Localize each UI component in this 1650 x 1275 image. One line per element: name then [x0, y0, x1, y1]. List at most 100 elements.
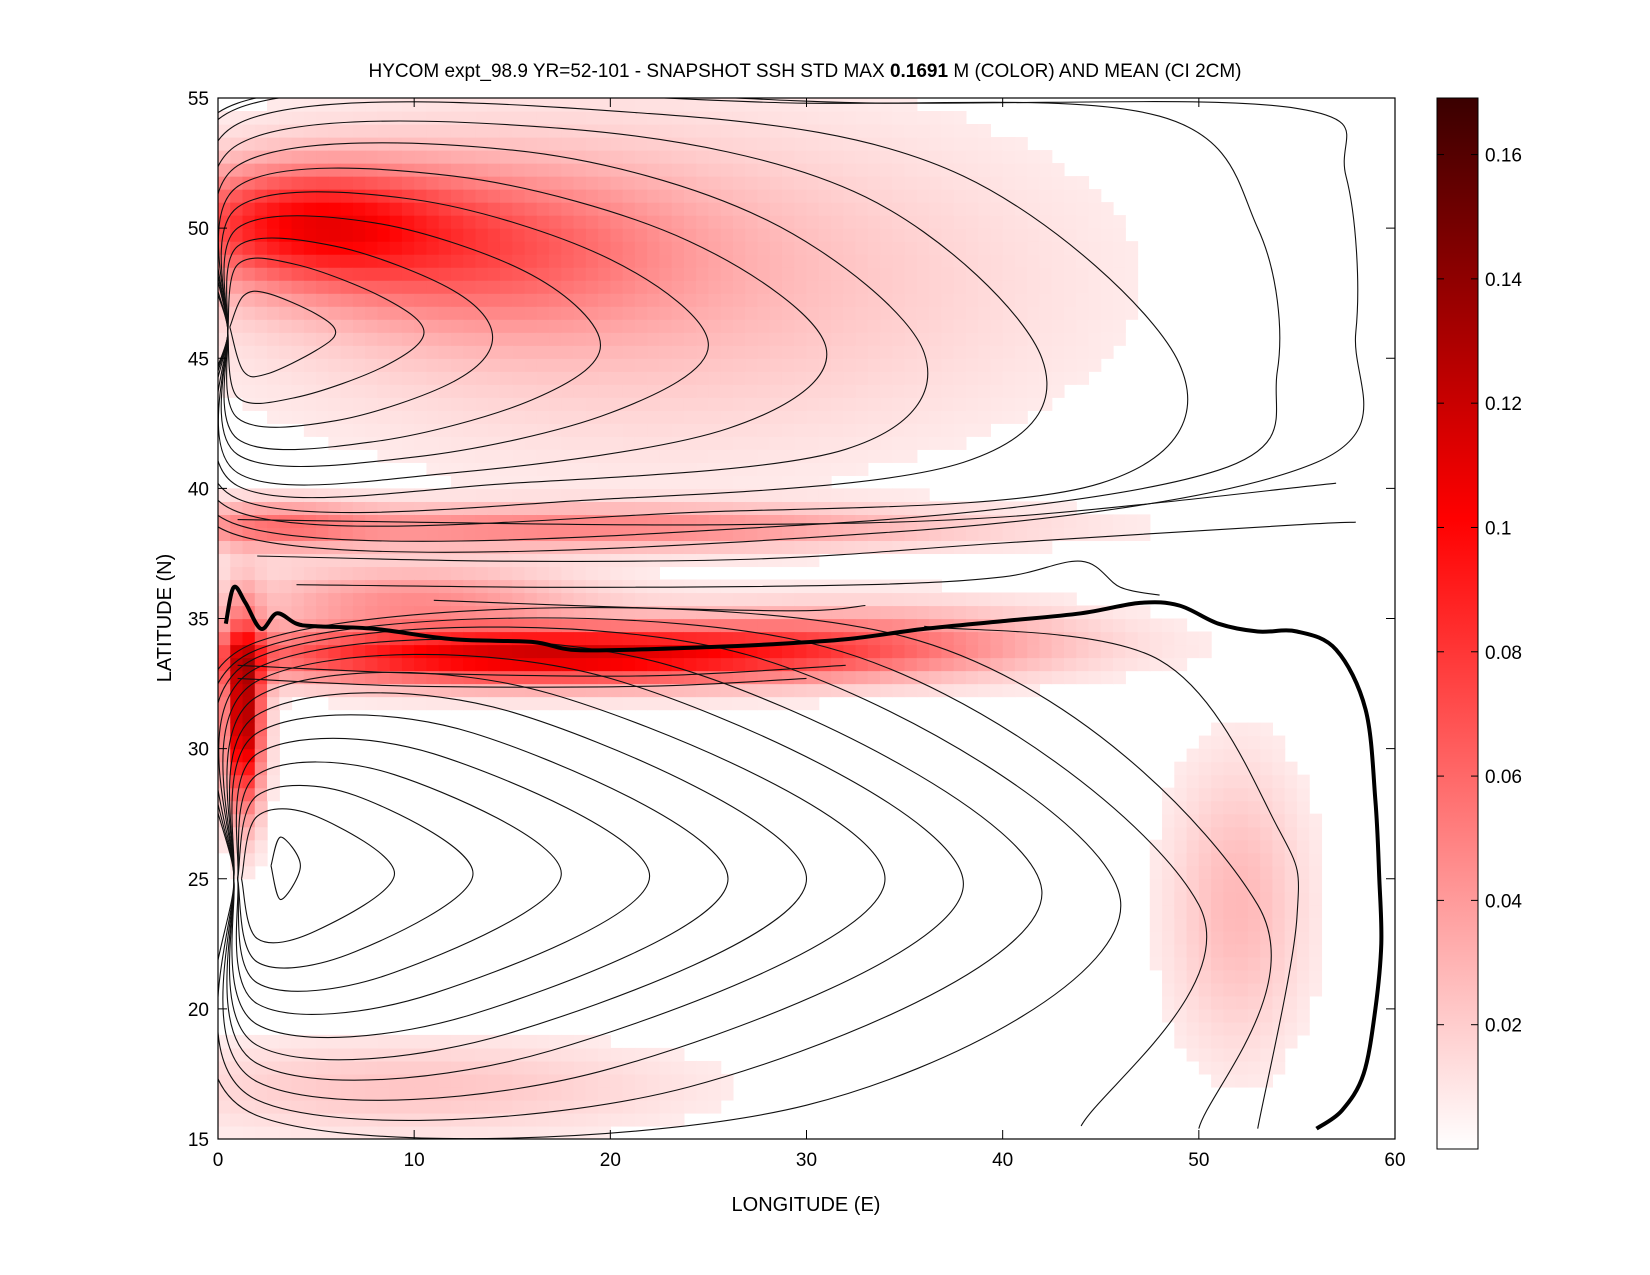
- heat-cell: [267, 1047, 280, 1062]
- heat-cell: [978, 345, 992, 359]
- heat-cell: [254, 722, 268, 737]
- heat-cell: [1247, 930, 1261, 945]
- heat-cell: [585, 488, 599, 502]
- heat-cell: [659, 423, 673, 437]
- heat-cell: [855, 202, 869, 216]
- heat-cell: [1002, 683, 1016, 698]
- heat-cell: [438, 462, 452, 476]
- heat-cell: [279, 202, 293, 216]
- heat-cell: [965, 605, 979, 620]
- heat-cell: [340, 1086, 354, 1101]
- heat-cell: [487, 1073, 501, 1088]
- heat-cell: [1235, 930, 1249, 945]
- heat-cell: [708, 111, 722, 125]
- heat-cell: [622, 1099, 636, 1114]
- heat-cell: [757, 189, 771, 203]
- heat-cell: [279, 410, 293, 424]
- heat-cell: [671, 384, 685, 398]
- heat-cell: [659, 202, 673, 216]
- heat-cell: [880, 163, 893, 177]
- heat-cell: [573, 280, 587, 294]
- heat-cell: [1211, 1060, 1224, 1075]
- heat-cell: [1211, 800, 1224, 815]
- heat-cell: [1296, 787, 1310, 802]
- heat-cell: [904, 267, 918, 281]
- heat-cell: [524, 111, 538, 125]
- heat-cell: [1272, 839, 1286, 854]
- contour-line-trop-c8: [226, 671, 886, 1081]
- heat-cell: [610, 1086, 624, 1101]
- heat-cell: [929, 345, 942, 359]
- heat-cell: [401, 1086, 415, 1101]
- heat-cell: [1063, 215, 1077, 229]
- heat-cell: [769, 501, 783, 515]
- heat-cell: [610, 618, 624, 633]
- heat-cell: [598, 358, 611, 372]
- heat-cell: [1100, 306, 1114, 320]
- heat-cell: [524, 254, 538, 268]
- heat-cell: [831, 345, 844, 359]
- heat-cell: [267, 163, 280, 177]
- heat-cell: [512, 566, 526, 581]
- heat-cell: [990, 306, 1004, 320]
- heat-cell: [267, 579, 280, 594]
- heat-cell: [487, 384, 501, 398]
- heat-cell: [536, 176, 550, 190]
- heat-cell: [708, 306, 722, 320]
- heat-cell: [867, 345, 881, 359]
- heat-cell: [953, 228, 967, 242]
- heat-cell: [316, 215, 329, 229]
- heat-cell: [1296, 904, 1310, 919]
- heat-cell: [340, 1125, 354, 1139]
- heat-cell: [671, 319, 685, 333]
- heat-cell: [1113, 631, 1126, 646]
- heat-cell: [536, 592, 550, 607]
- heat-cell: [818, 462, 832, 476]
- heat-cell: [401, 605, 415, 620]
- heat-cell: [647, 540, 660, 555]
- heat-cell: [1027, 631, 1041, 646]
- heat-cell: [352, 644, 366, 659]
- heat-cell: [781, 163, 795, 177]
- heat-cell: [1063, 319, 1077, 333]
- heat-cell: [892, 618, 906, 633]
- heat-cell: [708, 449, 722, 463]
- heat-cell: [720, 241, 734, 255]
- heat-cell: [230, 865, 244, 880]
- heat-cell: [536, 98, 550, 112]
- heat-cell: [647, 592, 660, 607]
- heat-cell: [941, 631, 955, 646]
- heat-cell: [389, 306, 403, 320]
- heat-cell: [929, 579, 942, 594]
- heat-cell: [1063, 618, 1077, 633]
- heat-cell: [1211, 1073, 1224, 1088]
- colorbar: 0.020.040.060.080.10.120.140.16: [1436, 97, 1522, 1150]
- heat-cell: [732, 553, 746, 568]
- heat-cell: [377, 566, 391, 581]
- heat-cell: [475, 423, 489, 437]
- heat-cell: [1039, 254, 1053, 268]
- heat-cell: [622, 475, 636, 489]
- heat-cell: [659, 488, 673, 502]
- heat-cell: [536, 1060, 550, 1075]
- heat-cell: [781, 98, 795, 112]
- heat-cell: [340, 176, 354, 190]
- heat-cell: [929, 280, 942, 294]
- heat-cell: [1211, 1021, 1224, 1036]
- heat-cell: [818, 332, 832, 346]
- heat-cell: [696, 397, 710, 411]
- heat-cell: [401, 553, 415, 568]
- heat-cell: [683, 163, 697, 177]
- heat-cell: [1162, 865, 1175, 880]
- heat-cell: [573, 488, 587, 502]
- heat-cell: [855, 683, 869, 698]
- heat-cell: [1162, 852, 1175, 867]
- heat-cell: [585, 215, 599, 229]
- heat-cell: [720, 449, 734, 463]
- heat-cell: [487, 1112, 501, 1127]
- heat-cell: [1002, 527, 1016, 542]
- heat-cell: [254, 254, 268, 268]
- heat-cell: [573, 293, 587, 307]
- heat-cell: [291, 514, 305, 529]
- heat-cell: [818, 150, 832, 164]
